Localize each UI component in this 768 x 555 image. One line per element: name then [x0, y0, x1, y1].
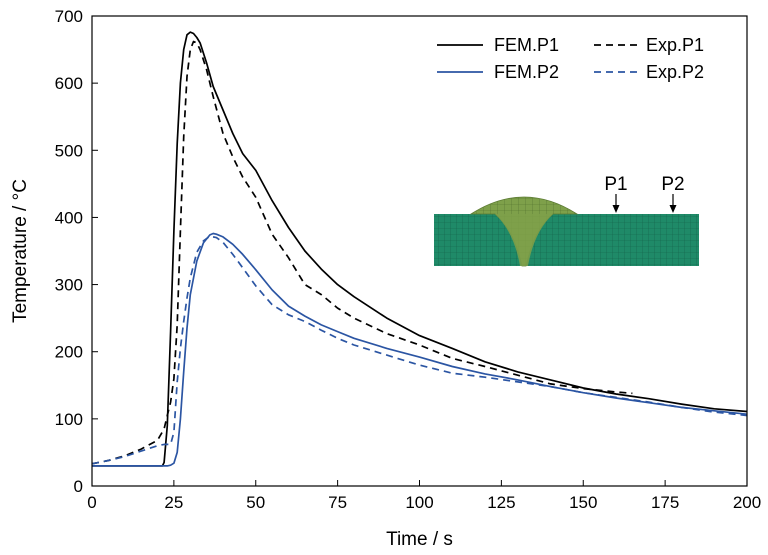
y-tick-label: 0: [74, 477, 83, 496]
x-tick-label: 50: [246, 493, 265, 512]
y-tick-label: 300: [55, 276, 83, 295]
x-tick-label: 150: [569, 493, 597, 512]
legend-label-exp-p1: Exp.P1: [646, 35, 704, 55]
inset-plate-mesh: [434, 214, 699, 266]
x-axis-label: Time / s: [386, 529, 453, 550]
x-tick-label: 0: [87, 493, 96, 512]
axes: 0 25 50 75 100 125 150 175 200 0 100 200 300 400 500 60…: [10, 7, 761, 550]
inset-point-label-p2: P2: [661, 174, 684, 195]
series-line-exp-p1: [92, 40, 633, 465]
y-tick-label: 100: [55, 410, 83, 429]
x-tick-label: 25: [164, 493, 183, 512]
y-tick-label: 600: [55, 74, 83, 93]
weld-cross-section-inset: P1 P2: [434, 174, 699, 267]
series-line-fem-p1: [92, 31, 747, 467]
y-axis-label: Temperature / °C: [10, 179, 31, 323]
x-tick-label: 125: [487, 493, 515, 512]
x-tick-label: 100: [405, 493, 433, 512]
inset-point-arrow-head: [669, 205, 677, 213]
series-line-fem-p2: [92, 232, 747, 467]
x-tick-label: 175: [651, 493, 679, 512]
legend-label-fem-p2: FEM.P2: [494, 62, 559, 82]
y-tick-label: 400: [55, 208, 83, 227]
inset-point-arrow-head: [612, 205, 620, 213]
legend-label-exp-p2: Exp.P2: [646, 62, 704, 82]
y-tick-label: 200: [55, 343, 83, 362]
y-tick-label: 500: [55, 141, 83, 160]
inset-point-label-p1: P1: [604, 174, 627, 195]
x-tick-label: 200: [733, 493, 761, 512]
series-layer: [92, 31, 747, 467]
y-tick-label: 700: [55, 7, 83, 26]
inset-points: P1 P2: [604, 174, 685, 213]
inset-weld-root: [495, 214, 553, 266]
series-line-exp-p2: [92, 235, 747, 465]
legend-label-fem-p1: FEM.P1: [494, 35, 559, 55]
legend: FEM.P1 Exp.P1 FEM.P2 Exp.P2: [437, 35, 704, 82]
x-tick-label: 75: [328, 493, 347, 512]
